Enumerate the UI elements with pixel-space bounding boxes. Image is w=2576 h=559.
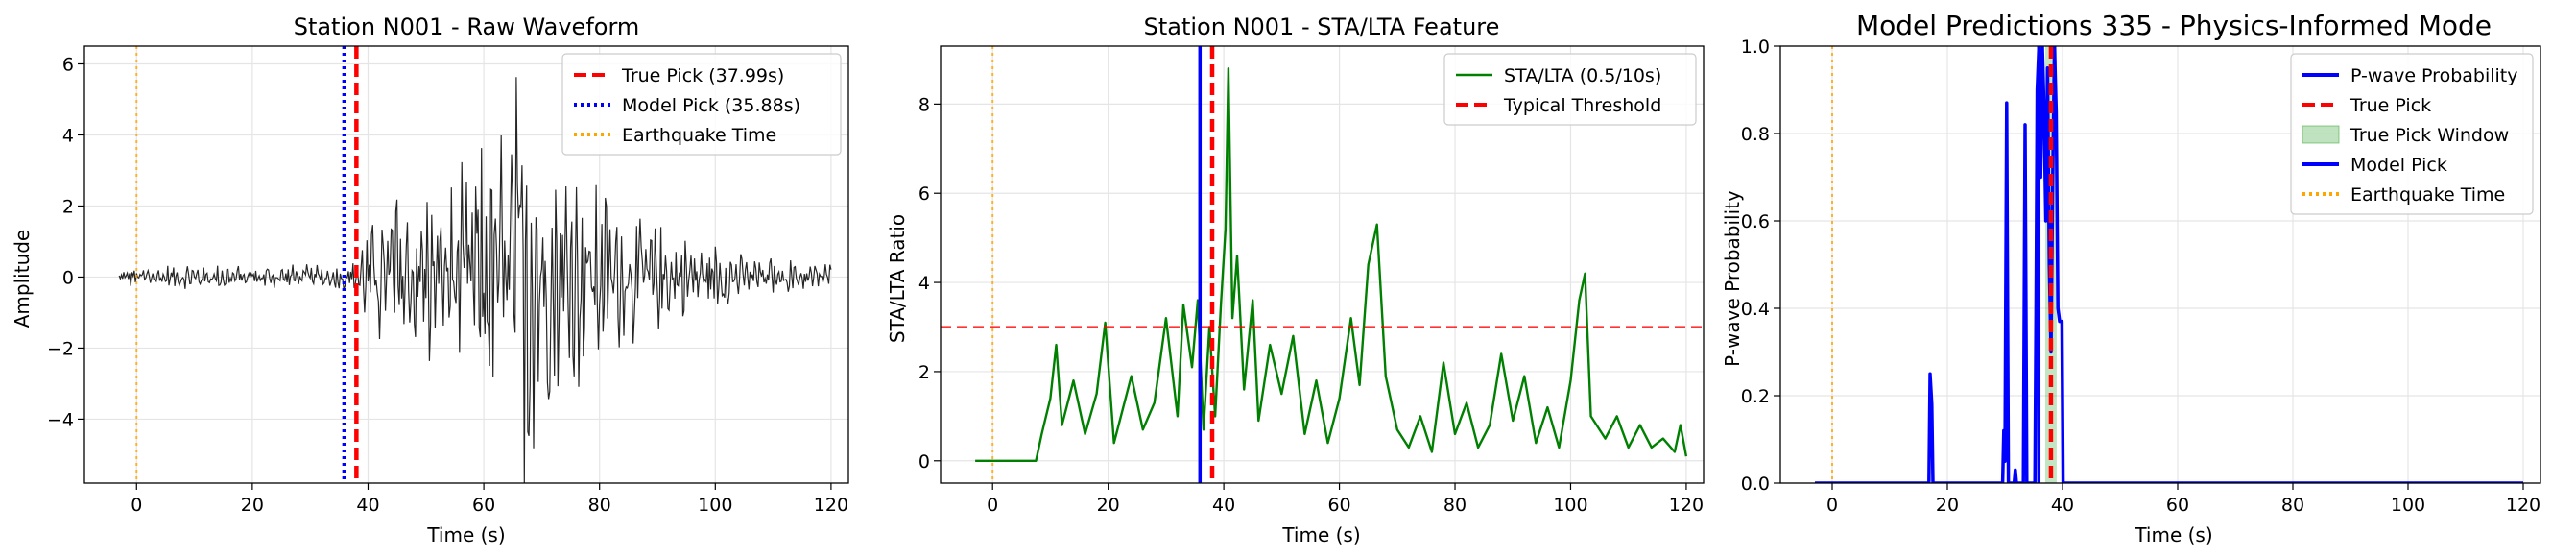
- legend: True Pick (37.99s) Model Pick (35.88s) Ear…: [561, 53, 842, 156]
- series-group: [118, 46, 832, 483]
- x-tick-label: 0: [1826, 495, 1838, 516]
- legend-swatch: [2302, 125, 2340, 144]
- plot-frame: [1779, 45, 2541, 484]
- series-line: [975, 67, 1688, 462]
- x-tick-label: 100: [1553, 495, 1587, 516]
- y-tick-label: −4: [47, 409, 74, 430]
- x-tick-label: 80: [588, 495, 611, 516]
- x-tick-label: 80: [2281, 495, 2304, 516]
- legend: STA/LTA (0.5/10s) Typical Threshold: [1443, 53, 1697, 126]
- y-tick-label: 0.6: [1741, 211, 1770, 232]
- x-axis-label: Time (s): [1281, 523, 1360, 547]
- x-tick-label: 60: [2166, 495, 2189, 516]
- chart-title: Station N001 - STA/LTA Feature: [1144, 13, 1500, 40]
- x-tick-label: 20: [241, 495, 264, 516]
- plot-frame: [83, 45, 849, 484]
- legend-label: True Pick (37.99s): [621, 65, 784, 86]
- y-tick-label: 4: [918, 273, 930, 294]
- x-tick-label: 100: [2391, 495, 2425, 516]
- legend-label: True Pick: [2349, 95, 2431, 116]
- y-tick-label: 2: [918, 362, 930, 383]
- x-tick-label: 120: [1669, 495, 1704, 516]
- x-tick-label: 120: [2506, 495, 2540, 516]
- y-tick-label: 0: [62, 267, 74, 288]
- legend-label: Model Pick: [2350, 155, 2447, 176]
- x-tick-label: 60: [1327, 495, 1350, 516]
- y-axis-label: STA/LTA Ratio: [886, 214, 909, 343]
- legend-label: True Pick Window: [2349, 125, 2509, 146]
- plot-frame: [940, 45, 1705, 484]
- series-line: [1815, 46, 2523, 483]
- legend-box: [1443, 53, 1697, 126]
- legend-label: P-wave Probability: [2350, 65, 2518, 86]
- y-tick-label: 0: [918, 451, 930, 473]
- legend-label: Model Pick (35.88s): [622, 95, 800, 116]
- x-tick-label: 40: [356, 495, 379, 516]
- y-tick-label: −2: [47, 338, 74, 359]
- x-tick-label: 80: [1443, 495, 1467, 516]
- x-tick-label: 40: [1212, 495, 1235, 516]
- y-tick-label: 6: [918, 183, 930, 205]
- chart-raw-waveform: Station N001 - Raw Waveform Time (s) Amp…: [11, 13, 849, 547]
- y-axis-label: Amplitude: [11, 230, 34, 328]
- chart-model-predictions: Model Predictions 335 - Physics-Informed…: [1721, 10, 2541, 547]
- x-tick-label: 100: [698, 495, 732, 516]
- waveform-line: [118, 77, 832, 483]
- y-tick-label: 0.8: [1741, 124, 1770, 145]
- legend-label: Typical Threshold: [1503, 95, 1661, 116]
- y-tick-label: 2: [62, 196, 74, 217]
- y-tick-label: 6: [62, 54, 74, 75]
- ticks: 0 20 40 60 80 100 120 0.0 0.2 0.4 0.6 0.8 1.0: [1741, 36, 2540, 516]
- legend-label: Earthquake Time: [2350, 184, 2505, 206]
- x-axis-label: Time (s): [426, 523, 505, 547]
- y-axis-label: P-wave Probability: [1721, 190, 1744, 367]
- legend-box: [2290, 53, 2534, 215]
- y-tick-label: 0.2: [1741, 386, 1770, 407]
- x-tick-label: 120: [814, 495, 848, 516]
- x-axis-label: Time (s): [2134, 523, 2212, 547]
- chart-title: Station N001 - Raw Waveform: [294, 13, 640, 40]
- legend: P-wave Probability True Pick True Pick Win…: [2290, 53, 2534, 215]
- legend-box: [561, 53, 842, 156]
- y-tick-label: 0.0: [1741, 474, 1770, 495]
- series-group: [941, 46, 1704, 483]
- x-tick-label: 0: [131, 495, 142, 516]
- ticks: 0 20 40 60 80 100 120 −4 −2 0 2 4 6: [47, 54, 848, 516]
- y-tick-label: 8: [918, 94, 930, 115]
- series-group: [1815, 46, 2523, 483]
- x-tick-label: 20: [1097, 495, 1120, 516]
- y-tick-label: 4: [62, 125, 74, 146]
- y-tick-label: 1.0: [1741, 36, 1770, 58]
- chart-sta-lta: Station N001 - STA/LTA Feature Time (s) …: [886, 13, 1705, 547]
- legend-label: STA/LTA (0.5/10s): [1504, 65, 1661, 86]
- x-tick-label: 40: [2051, 495, 2074, 516]
- x-tick-label: 20: [1936, 495, 1959, 516]
- chart-title: Model Predictions 335 - Physics-Informed…: [1856, 10, 2492, 41]
- legend-label: Earthquake Time: [622, 125, 776, 146]
- x-tick-label: 60: [472, 495, 495, 516]
- x-tick-label: 0: [987, 495, 998, 516]
- y-tick-label: 0.4: [1741, 299, 1770, 320]
- ticks: 0 20 40 60 80 100 120 0 2 4 6 8: [918, 94, 1704, 516]
